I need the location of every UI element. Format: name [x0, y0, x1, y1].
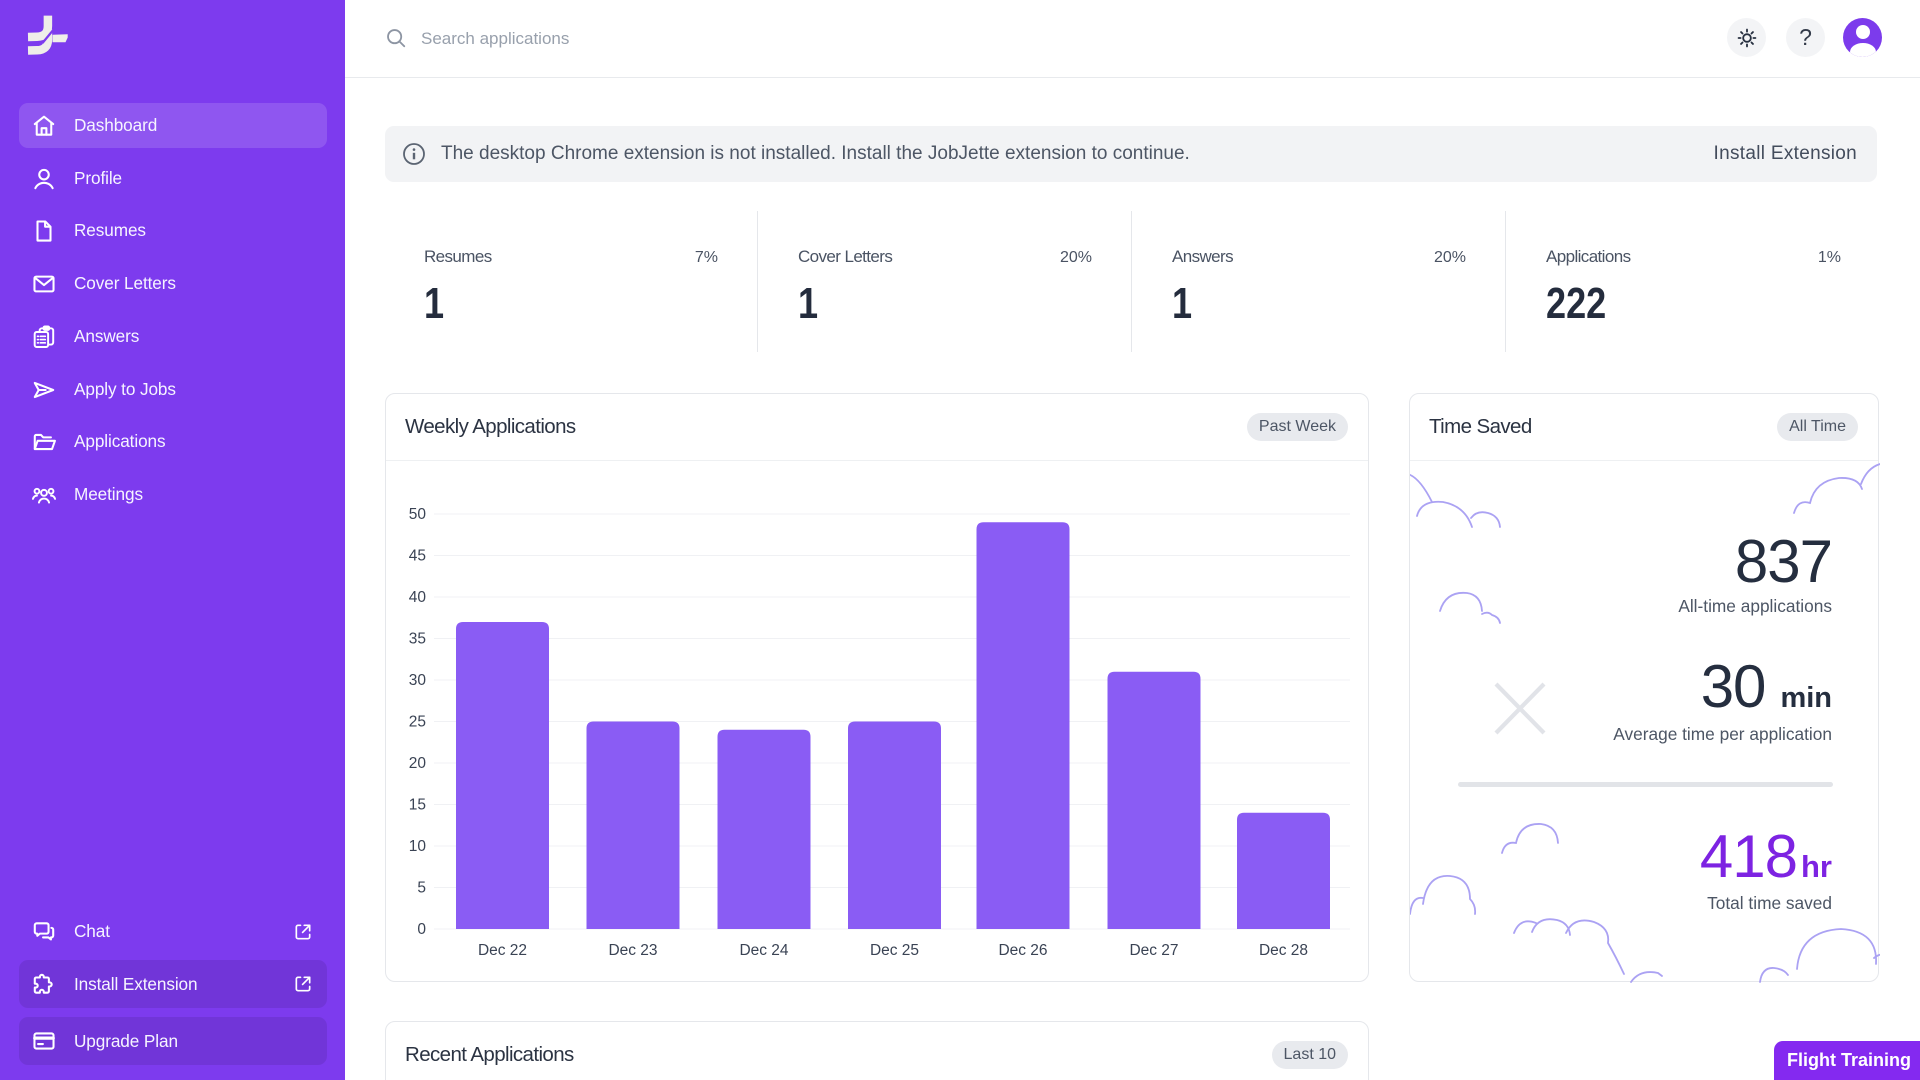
- svg-text:Dec 22: Dec 22: [478, 942, 527, 959]
- svg-text:Dec 28: Dec 28: [1259, 942, 1308, 959]
- svg-text:5: 5: [417, 880, 426, 897]
- svg-text:35: 35: [409, 631, 426, 648]
- svg-text:30: 30: [409, 672, 427, 689]
- svg-text:40: 40: [409, 589, 427, 606]
- svg-text:Dec 25: Dec 25: [870, 942, 919, 959]
- svg-text:25: 25: [409, 714, 426, 731]
- svg-text:Dec 23: Dec 23: [608, 942, 657, 959]
- svg-text:0: 0: [417, 921, 426, 938]
- svg-text:15: 15: [409, 797, 426, 814]
- svg-text:Dec 27: Dec 27: [1129, 942, 1178, 959]
- svg-text:20: 20: [409, 755, 427, 772]
- svg-text:45: 45: [409, 548, 426, 565]
- svg-text:50: 50: [409, 506, 427, 523]
- svg-text:Dec 26: Dec 26: [998, 942, 1047, 959]
- svg-text:10: 10: [409, 838, 427, 855]
- svg-text:Dec 24: Dec 24: [739, 942, 788, 959]
